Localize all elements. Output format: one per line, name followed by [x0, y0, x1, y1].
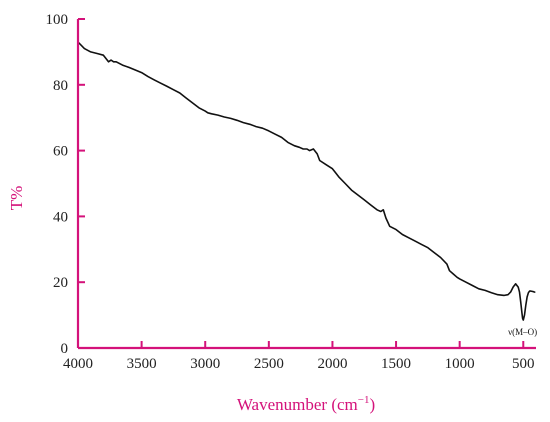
- tick-layer: 0 20 40 60 80 100 4000 3500 3000 2500 2000 1500 1000…: [46, 12, 535, 372]
- x-axis-title-main: Wavenumber (cm: [237, 395, 358, 414]
- x-tick-label-2000: 2000: [317, 356, 347, 372]
- y-tick-label-20: 20: [53, 275, 68, 291]
- y-tick-label-40: 40: [53, 209, 68, 225]
- y-tick-label-0: 0: [61, 341, 69, 357]
- y-tick-label-60: 60: [53, 144, 68, 160]
- x-tick-label-3500: 3500: [127, 356, 157, 372]
- x-tick-label-4000: 4000: [63, 356, 93, 372]
- x-axis-title: Wavenumber (cm−1): [237, 394, 375, 414]
- x-axis-title-superscript: −1: [358, 394, 370, 406]
- spectrum-line: [77, 41, 536, 321]
- x-tick-label-3000: 3000: [190, 356, 220, 372]
- mo-stretch-annotation: ν(M–O): [508, 327, 537, 337]
- x-tick-label-2500: 2500: [254, 356, 284, 372]
- x-tick-label-500: 500: [512, 356, 535, 372]
- x-tick-label-1000: 1000: [445, 356, 475, 372]
- x-tick-label-1500: 1500: [381, 356, 411, 372]
- y-axis-title: T%: [7, 186, 26, 211]
- x-axis-title-end: ): [369, 395, 375, 414]
- y-tick-label-80: 80: [53, 78, 68, 94]
- y-tick-label-100: 100: [46, 12, 69, 28]
